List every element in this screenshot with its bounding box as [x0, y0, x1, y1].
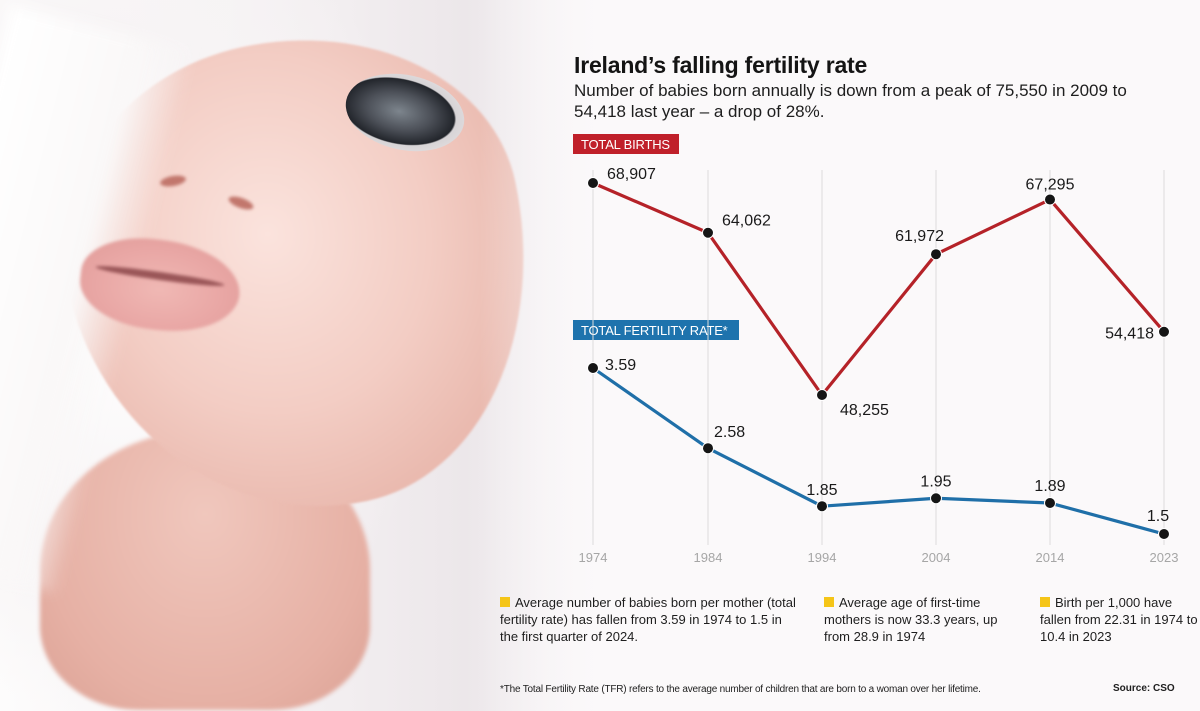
chart-subtitle: Number of babies born annually is down f… — [574, 81, 1127, 121]
tfr-data-label-1994: 1.85 — [806, 482, 837, 499]
births-point-2004 — [930, 248, 942, 261]
x-axis-ticks: 1974 1984 1994 2004 2014 2023 — [579, 550, 1179, 565]
tfr-data-label-2004: 1.95 — [920, 473, 951, 490]
births-data-label-2004: 61,972 — [895, 228, 944, 245]
total-births-label: TOTAL BIRTHS — [573, 134, 679, 154]
births-data-label-2023: 54,418 — [1105, 326, 1154, 343]
tfr-series: 3.592.581.851.95 1.891.5 — [587, 357, 1170, 540]
gridlines — [592, 170, 1165, 545]
tfr-point-2004 — [930, 492, 942, 505]
tfr-data-label-2014: 1.89 — [1034, 478, 1065, 495]
tfr-point-2023 — [1158, 528, 1170, 540]
x-tick-label: 2014 — [1036, 550, 1065, 565]
source-credit: Source: CSO — [1113, 683, 1175, 694]
chart-title: Ireland’s falling fertility rate — [574, 52, 868, 78]
bullet-icon — [500, 597, 510, 607]
x-tick-label: 2023 — [1150, 550, 1179, 565]
total-fertility-rate-label: TOTAL FERTILITY RATE* — [573, 320, 739, 340]
births-point-2023 — [1158, 325, 1170, 338]
tfr-line — [592, 366, 1165, 536]
x-tick-label: 1984 — [694, 550, 723, 565]
bullet-icon — [824, 597, 834, 607]
births-line — [592, 181, 1166, 397]
note-text: Average number of babies born per mother… — [500, 595, 796, 644]
tfr-point-2014 — [1044, 497, 1056, 510]
tfr-point-1984 — [702, 442, 714, 455]
note-text: Average age of first-time mothers is now… — [824, 595, 998, 644]
births-point-1994 — [816, 389, 828, 401]
baby-photo — [0, 0, 620, 711]
x-tick-label: 2004 — [922, 550, 951, 565]
note-birth-rate: Birth per 1,000 have fallen from 22.31 i… — [1040, 594, 1200, 645]
tfr-data-label-2023: 1.5 — [1147, 508, 1169, 525]
births-point-2014 — [1044, 193, 1056, 206]
tfr-footnote: *The Total Fertility Rate (TFR) refers t… — [500, 684, 981, 695]
tfr-data-label-1984: 2.58 — [714, 424, 745, 441]
note-mother-age: Average age of first-time mothers is now… — [824, 594, 1014, 645]
births-data-label-1984: 64,062 — [722, 213, 771, 230]
births-data-label-1994: 48,255 — [840, 402, 889, 419]
x-tick-label: 1994 — [808, 550, 837, 565]
tfr-point-1994 — [816, 500, 828, 513]
note-text: Birth per 1,000 have fallen from 22.31 i… — [1040, 595, 1198, 644]
births-point-1984 — [702, 226, 714, 239]
births-data-label-2014: 67,295 — [1026, 177, 1075, 194]
note-tfr: Average number of babies born per mother… — [500, 594, 800, 645]
bullet-icon — [1040, 597, 1050, 607]
